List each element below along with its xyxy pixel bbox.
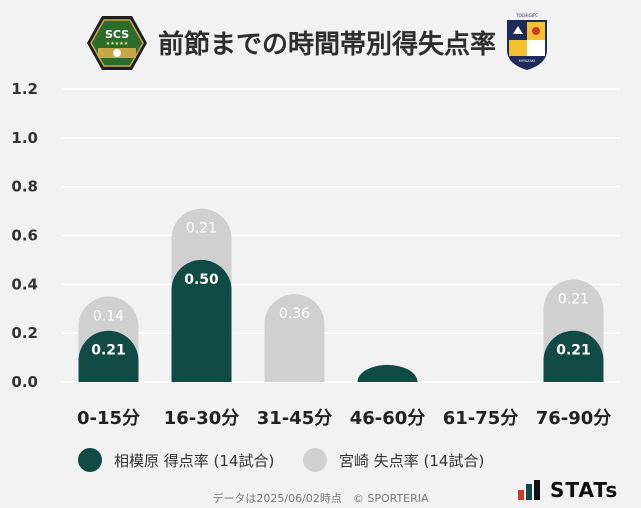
x-tick-label: 76-90分 [536,408,612,429]
bar-label-home: 0.50 [184,272,219,288]
svg-text:★★★★★: ★★★★★ [106,41,129,47]
x-tick-label: 61-75分 [443,408,519,429]
y-tick-label: 0.0 [11,373,38,391]
bar-label-away: 0.14 [93,309,124,325]
legend-away-label: 宮崎 失点率 (14試合) [339,451,485,470]
svg-text:MIYAZAKI: MIYAZAKI [519,59,535,63]
bar-home [543,330,604,382]
page-title: 前節までの時間帯別得失点率 [158,30,497,60]
x-tick-label: 46-60分 [350,408,426,429]
bar-label-away: 0.21 [186,221,217,237]
sagamihara-crest-icon: SCS ★★★★★ [87,16,147,70]
y-tick-label: 0.2 [11,324,38,342]
stats-brand: STATs [550,478,619,502]
bar-chart: 0.0 0.2 0.4 0.6 0.8 1.0 1.2 0.14 0.21 0-15分 0.21 0.… [11,80,620,429]
legend-away-swatch [303,448,327,472]
x-tick-label: 31-45分 [257,408,333,429]
bar-label-away: 0.21 [558,291,589,307]
y-tick-label: 0.6 [11,227,38,245]
bar-label-away: 0.36 [279,306,310,322]
y-tick-label: 0.8 [11,178,38,196]
svg-text:TOCHIGIFC: TOCHIGIFC [515,13,538,18]
legend-home-label: 相模原 得点率 (14試合) [114,451,275,470]
legend-away: 宮崎 失点率 (14試合) [303,448,484,472]
bar-label-home: 0.21 [91,343,126,359]
y-tick-label: 1.0 [11,129,38,147]
bar-label-home: 0.21 [556,343,591,359]
y-tick-label: 1.2 [11,80,38,98]
bar-home [171,259,232,382]
stats-logo: STATs [518,478,618,502]
bar-away [264,294,325,382]
stats-bars-icon [518,480,540,500]
footer-note: データは2025/06/02時点 © SPORTERIA [212,492,429,505]
legend-home: 相模原 得点率 (14試合) [78,448,274,472]
svg-text:SCS: SCS [105,28,129,41]
y-tick-label: 0.4 [11,275,38,293]
x-tick-label: 0-15分 [77,408,140,429]
miyazaki-crest-icon: TOCHIGIFC MIYAZAKI [507,13,547,70]
bar-home [357,364,418,382]
legend-home-swatch [78,448,102,472]
bar-home [78,330,139,382]
x-tick-label: 16-30分 [164,408,240,429]
